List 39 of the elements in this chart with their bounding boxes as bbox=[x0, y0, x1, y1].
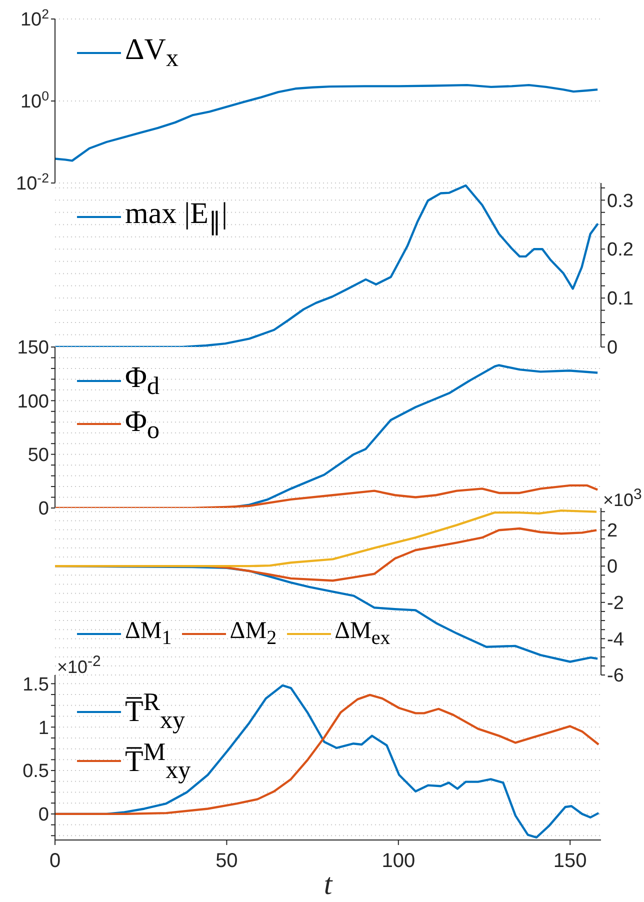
y-tick-label: 0.3 bbox=[607, 190, 634, 212]
legend-label: ΔM$_{ex}$ bbox=[334, 618, 390, 649]
y-tick-label: 0.5 bbox=[22, 761, 49, 782]
y-tick-label: -4 bbox=[607, 629, 624, 650]
x-tick-label: 150 bbox=[553, 850, 587, 872]
y-tick-label: 0 bbox=[607, 338, 618, 359]
x-tick-label: 100 bbox=[382, 850, 416, 872]
y-tick-label: 150 bbox=[17, 338, 49, 359]
y-tick-label: 0.1 bbox=[607, 288, 634, 310]
y-tick-label: -2 bbox=[607, 593, 624, 614]
line-series bbox=[55, 509, 598, 568]
legend-label: max |E$_{∥}$| bbox=[125, 197, 228, 236]
legend-label: Φ$_{o}$ bbox=[125, 404, 160, 444]
y-tick-label: 0.2 bbox=[607, 240, 634, 261]
y-tick-label: 100 bbox=[17, 391, 49, 412]
y-tick-label: -6 bbox=[607, 666, 624, 687]
legend-label: ΔM$_{1}$ bbox=[125, 618, 172, 649]
line-series bbox=[55, 84, 599, 162]
y-tick-label: 1 bbox=[38, 718, 49, 739]
annotation: ×10$^{-2}$ bbox=[57, 653, 101, 678]
x-tick-label: 50 bbox=[216, 850, 238, 872]
y-tick-label: 2 bbox=[607, 520, 618, 542]
text: ×10$^{3}$ bbox=[603, 486, 642, 511]
y-tick-label: 0 bbox=[38, 498, 49, 520]
y-tick-label: 0 bbox=[38, 804, 49, 826]
y-tick-label: 10$^{0}$ bbox=[20, 88, 49, 113]
line-series bbox=[55, 484, 599, 508]
y-tick-label: 1.5 bbox=[22, 674, 49, 696]
line-series bbox=[55, 694, 600, 816]
y-tick-label: 10$^{-2}$ bbox=[16, 170, 49, 195]
x-axis-title: t bbox=[324, 868, 333, 901]
line-series bbox=[232, 364, 599, 508]
line-series bbox=[55, 184, 600, 347]
legend-label: Φ$_{d}$ bbox=[125, 361, 160, 400]
y-tick-label: 50 bbox=[28, 444, 49, 466]
legend-label: ΔM$_{2}$ bbox=[230, 618, 277, 649]
y-tick-label: 0 bbox=[607, 556, 618, 578]
legend-label: ΔV$_{x}$ bbox=[125, 33, 178, 72]
y-tick-label: 10$^{2}$ bbox=[20, 6, 49, 31]
